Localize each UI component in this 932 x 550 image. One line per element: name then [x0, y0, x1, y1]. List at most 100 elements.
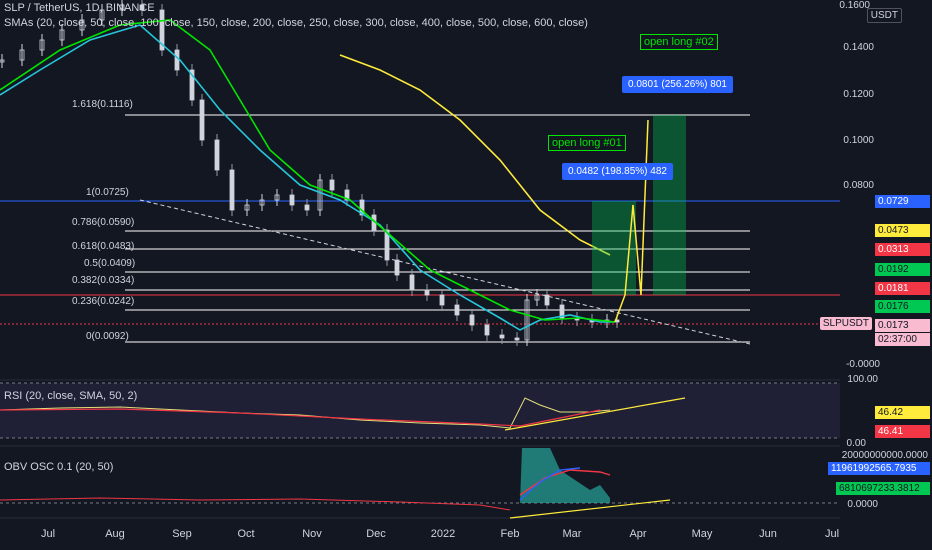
obv-trend-line: [509, 499, 671, 519]
price-tag-cyan: 0.0176: [875, 300, 930, 313]
obv-line: [519, 467, 581, 501]
candle-body: [159, 9, 165, 51]
x-tick: 2022: [430, 528, 456, 540]
candle-body: [189, 69, 195, 101]
candle-body: [394, 259, 400, 276]
rsi-tick: 100.00: [847, 374, 878, 385]
y-tick: 0.1600: [839, 0, 870, 11]
rsi-band: [0, 383, 840, 438]
candle-body: [0, 59, 5, 63]
rsi-tag-2: 46.41: [875, 425, 930, 438]
obv-title[interactable]: OBV OSC 0.1 (20, 50): [4, 461, 114, 473]
fib-label: 0.382(0.0334): [72, 275, 135, 286]
y-tick: 0.1200: [843, 89, 874, 100]
candle-body: [424, 289, 430, 296]
candle-body: [139, 4, 145, 11]
candle-body: [289, 194, 295, 206]
obv-tick: 0.0000: [847, 499, 878, 510]
candle-body: [469, 314, 475, 326]
candle-body: [229, 169, 235, 211]
price-tag-red: 0.0313: [875, 243, 930, 256]
annotation-open-long-2[interactable]: open long #02: [640, 34, 718, 50]
candle-body: [79, 19, 85, 31]
candle-body: [384, 229, 390, 261]
candle-body: [359, 199, 365, 216]
projection-path-1: [614, 204, 634, 323]
symbol-header: SLP / TetherUS, 1D, BINANCE: [4, 2, 155, 14]
obv-tag-1: 11961992565.7935: [828, 462, 930, 475]
candle-body: [174, 49, 180, 71]
sma-green-line: [0, 19, 616, 323]
candle-body: [329, 179, 335, 191]
x-tick: Feb: [500, 528, 520, 540]
sma-indicator-label[interactable]: SMAs (20, close, 50, close, 100, close, …: [4, 17, 588, 29]
candle-body: [409, 274, 415, 291]
candle-body: [214, 139, 220, 171]
x-tick: Oct: [237, 528, 255, 540]
obv-signal-line-2: [519, 469, 611, 496]
y-tick: 0.0800: [843, 180, 874, 191]
rsi-title[interactable]: RSI (20, close, SMA, 50, 2): [4, 390, 138, 402]
x-tick: Jun: [759, 528, 777, 540]
fib-label: 0(0.0092): [86, 331, 129, 342]
candle-body: [514, 337, 520, 341]
x-tick: May: [691, 528, 713, 540]
rsi-tag-1: 46.42: [875, 406, 930, 419]
rsi-trend-line: [504, 397, 686, 431]
obv-tick: 20000000000.0000: [841, 450, 928, 461]
candle-body: [244, 204, 250, 211]
candle-body: [499, 334, 505, 339]
fib-label: 0.618(0.0483): [72, 241, 135, 252]
candle-body: [559, 304, 565, 319]
candle-body: [199, 99, 205, 141]
y-tick: 0.1400: [843, 42, 874, 53]
long-position-2: [653, 115, 686, 295]
price-tag-blue: 0.0729: [875, 195, 930, 208]
candle-body: [454, 304, 460, 316]
y-tick: -0.0000: [846, 359, 880, 370]
obv-histogram: [520, 448, 610, 503]
x-tick: Jul: [824, 528, 840, 540]
countdown-tag: 02:37:00: [875, 333, 930, 346]
obv-tag-2: 6810697233.3812: [836, 482, 930, 495]
obv-signal-line: [0, 497, 511, 511]
rsi-line: [0, 397, 611, 429]
measure-box-1[interactable]: 0.0482 (198.85%) 482: [562, 163, 673, 180]
price-tag-green: 0.0192: [875, 263, 930, 276]
fib-label: 0.786(0.0590): [72, 217, 135, 228]
annotation-open-long-1[interactable]: open long #01: [548, 135, 626, 151]
candle-body: [304, 204, 310, 211]
candle-body: [39, 39, 45, 51]
candle-body: [59, 29, 65, 41]
symbol-tag: SLPUSDT: [819, 317, 872, 330]
candle-body: [524, 299, 530, 341]
candle-body: [274, 194, 280, 201]
fib-label: 1.618(0.1116): [72, 99, 133, 110]
price-tag-red-2: 0.0181: [875, 282, 930, 295]
candle-body: [534, 294, 540, 301]
x-tick: Nov: [302, 528, 322, 540]
x-tick: Jul: [40, 528, 56, 540]
currency-label[interactable]: USDT: [866, 8, 902, 23]
candle-body: [484, 324, 490, 336]
y-tick: 0.1000: [843, 135, 874, 146]
sma-cyan-line: [0, 24, 615, 331]
rsi-tick: 0.00: [846, 438, 866, 449]
candle-body: [439, 294, 445, 306]
candle-body: [544, 294, 550, 306]
rsi-sma-line: [0, 408, 601, 427]
price-tag-last: 0.0173: [875, 319, 930, 332]
candle-body: [99, 9, 105, 21]
candle-body: [344, 189, 350, 201]
fib-label: 0.5(0.0409): [84, 258, 136, 269]
measure-box-2[interactable]: 0.0801 (256.26%) 801: [622, 76, 733, 93]
price-tag-yellow: 0.0473: [875, 224, 930, 237]
candle-body: [259, 199, 265, 206]
x-tick: Apr: [629, 528, 647, 540]
sma-yellow-line: [339, 54, 611, 256]
x-tick: Mar: [562, 528, 582, 540]
x-tick: Sep: [172, 528, 192, 540]
x-tick: Aug: [105, 528, 125, 540]
candle-body: [119, 4, 125, 11]
